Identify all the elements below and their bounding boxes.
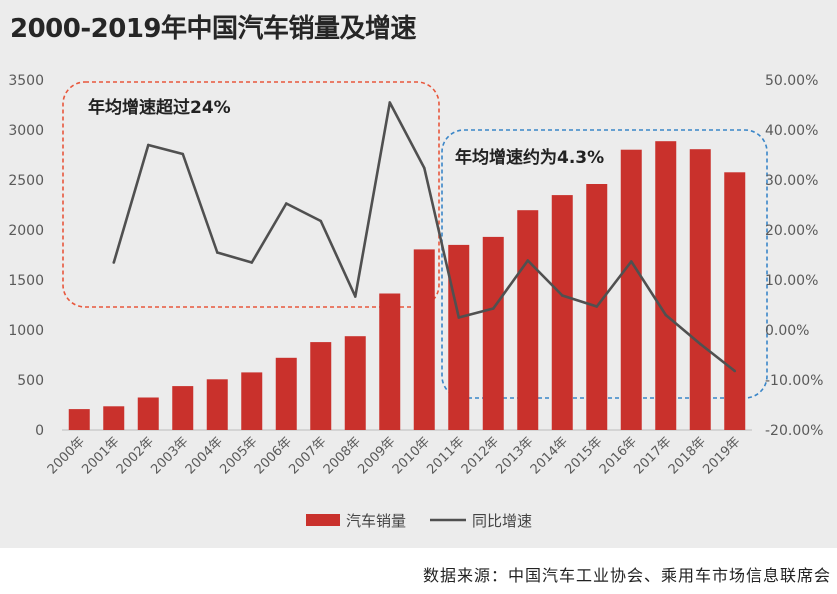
legend-label-sales: 汽车销量 bbox=[346, 512, 406, 530]
growth-point-2016年 bbox=[629, 260, 633, 263]
bar-2019年 bbox=[724, 172, 746, 431]
bar-2012年 bbox=[482, 236, 504, 430]
annotation-label: 年均增速超过24% bbox=[88, 97, 231, 118]
growth-point-2013年 bbox=[526, 259, 530, 262]
growth-point-2019年 bbox=[733, 369, 737, 373]
bar-2000年 bbox=[68, 409, 90, 430]
growth-point-2009年 bbox=[388, 101, 392, 104]
growth-point-2001年 bbox=[112, 261, 116, 264]
y-left-tick-label: 3000 bbox=[8, 123, 44, 139]
growth-point-2018年 bbox=[698, 342, 702, 346]
bar-2011年 bbox=[448, 244, 470, 430]
bar-2007年 bbox=[310, 342, 332, 430]
x-tick-label: 2015年 bbox=[562, 434, 605, 477]
chart-title: 2000-2019年中国汽车销量及增速 bbox=[10, 14, 417, 44]
bar-2004年 bbox=[206, 379, 228, 430]
bar-2006年 bbox=[275, 357, 297, 430]
y-left-tick-label: 500 bbox=[17, 373, 44, 389]
y-left-tick-label: 0 bbox=[35, 423, 44, 439]
x-tick-label: 2012年 bbox=[459, 434, 502, 477]
growth-point-2017年 bbox=[664, 313, 668, 317]
x-tick-label: 2007年 bbox=[286, 434, 329, 477]
legend-label-growth: 同比增速 bbox=[472, 512, 532, 530]
annotation-label: 年均增速约为4.3% bbox=[455, 147, 604, 168]
x-tick-label: 2010年 bbox=[390, 434, 433, 477]
growth-point-2010年 bbox=[422, 166, 426, 170]
y-right-tick-label: 50.00% bbox=[765, 73, 818, 89]
x-tick-label: 2005年 bbox=[217, 434, 260, 477]
growth-point-2006年 bbox=[284, 202, 288, 205]
y-left-tick-label: 1500 bbox=[8, 273, 44, 289]
bar-2003年 bbox=[172, 386, 194, 430]
legend-swatch-bar bbox=[306, 514, 340, 526]
growth-point-2008年 bbox=[353, 295, 357, 298]
bar-2009年 bbox=[379, 293, 401, 430]
y-right-tick-label: 10.00% bbox=[765, 273, 818, 289]
x-tick-label: 2018年 bbox=[666, 434, 709, 477]
growth-point-2012年 bbox=[491, 307, 495, 310]
y-right-tick-label: -10.00% bbox=[765, 373, 823, 389]
growth-point-2014年 bbox=[560, 294, 564, 297]
bar-2008年 bbox=[344, 336, 366, 430]
x-tick-label: 2001年 bbox=[79, 434, 122, 477]
combo-chart: 0 500 1000 1500 2000 2500 3000 3500 -20.00% -10.0… bbox=[8, 73, 823, 530]
bar-2005年 bbox=[241, 372, 263, 430]
growth-point-2015年 bbox=[595, 305, 599, 308]
x-tick-label: 2003年 bbox=[148, 434, 191, 477]
y-right-tick-label: 30.00% bbox=[765, 173, 818, 189]
x-tick-label: 2006年 bbox=[252, 434, 295, 477]
growth-point-2005年 bbox=[250, 261, 254, 264]
bar-2017年 bbox=[655, 141, 677, 430]
chart-panel: 2000-2019年中国汽车销量及增速 0 500 1000 1500 2000 2500… bbox=[0, 0, 837, 548]
bar-2002年 bbox=[137, 397, 159, 430]
y-right-tick-label: 20.00% bbox=[765, 223, 818, 239]
x-tick-label: 2013年 bbox=[493, 434, 536, 477]
growth-point-2011年 bbox=[457, 316, 461, 319]
x-tick-label: 2002年 bbox=[114, 434, 157, 477]
bar-2001年 bbox=[103, 406, 125, 430]
annotation-box bbox=[62, 81, 440, 308]
x-tick-label: 2017年 bbox=[631, 434, 674, 477]
x-tick-label: 2009年 bbox=[355, 434, 398, 477]
x-tick-label: 2011年 bbox=[424, 434, 467, 477]
x-tick-label: 2014年 bbox=[528, 434, 571, 477]
data-source-note: 数据来源：中国汽车工业协会、乘用车市场信息联席会 bbox=[422, 566, 831, 585]
growth-point-2002年 bbox=[146, 143, 150, 147]
growth-point-2004年 bbox=[215, 251, 219, 254]
y-left-tick-label: 2000 bbox=[8, 223, 44, 239]
x-tick-label: 2000年 bbox=[45, 434, 88, 477]
y-left-tick-label: 1000 bbox=[8, 323, 44, 339]
y-left-tick-label: 3500 bbox=[8, 73, 44, 89]
y-right-tick-label: 40.00% bbox=[765, 123, 818, 139]
bar-2016年 bbox=[620, 149, 642, 430]
y-right-tick-label: 0.00% bbox=[765, 323, 809, 339]
bar-2014年 bbox=[551, 195, 573, 430]
y-left-tick-label: 2500 bbox=[8, 173, 44, 189]
bar-2018年 bbox=[689, 149, 711, 430]
x-tick-label: 2008年 bbox=[321, 434, 364, 477]
y-right-tick-label: -20.00% bbox=[765, 423, 823, 439]
x-tick-label: 2016年 bbox=[597, 434, 640, 477]
bar-2013年 bbox=[517, 210, 539, 430]
bar-2010年 bbox=[413, 249, 435, 430]
x-tick-label: 2004年 bbox=[183, 434, 226, 477]
growth-point-2007年 bbox=[319, 219, 323, 223]
growth-point-2003年 bbox=[181, 152, 185, 156]
x-tick-label: 2019年 bbox=[700, 434, 743, 477]
